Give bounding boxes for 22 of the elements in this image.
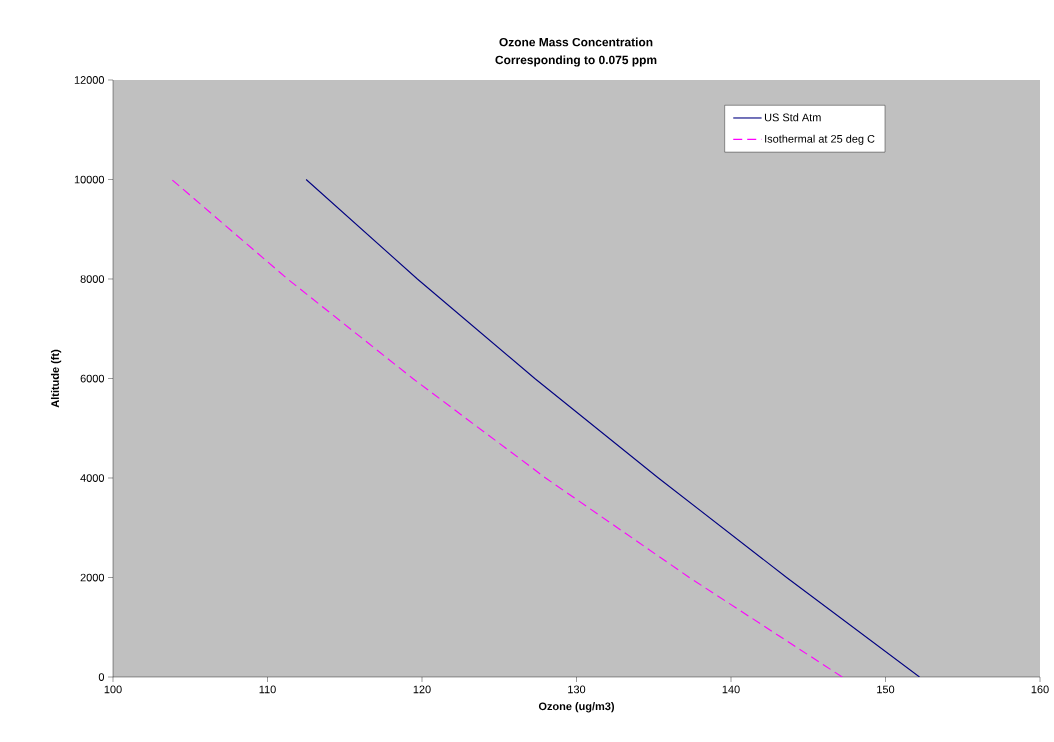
y-tick-label: 2000 (80, 573, 105, 582)
chart-title: Ozone Mass Concentration (499, 37, 653, 47)
x-tick-label: 150 (877, 685, 895, 694)
line-series (305, 178, 921, 677)
x-tick-label: 160 (1031, 685, 1049, 694)
x-tick-label: 100 (104, 685, 122, 694)
x-tick-label: 110 (259, 685, 276, 694)
x-tick-label: 120 (413, 685, 431, 694)
chart-subtitle: Corresponding to 0.075 ppm (495, 55, 657, 67)
x-tick-label: 130 (568, 685, 586, 694)
line-series (171, 178, 843, 677)
x-axis-title: Ozone (ug/m3) (538, 702, 615, 713)
y-tick-label: 10000 (74, 175, 105, 184)
y-tick-label: 6000 (80, 374, 105, 383)
y-tick-label: 8000 (80, 275, 105, 283)
y-axis-title: Altitude (ft) (50, 349, 62, 408)
y-tick-label: 4000 (80, 474, 105, 482)
y-tick-label: 0 (98, 673, 105, 681)
y-tick-label: 12000 (74, 76, 105, 84)
x-tick-label: 140 (722, 685, 740, 694)
legend-label: US Std Atm (764, 113, 821, 122)
legend-label: Isothermal at 25 deg C (765, 134, 875, 145)
